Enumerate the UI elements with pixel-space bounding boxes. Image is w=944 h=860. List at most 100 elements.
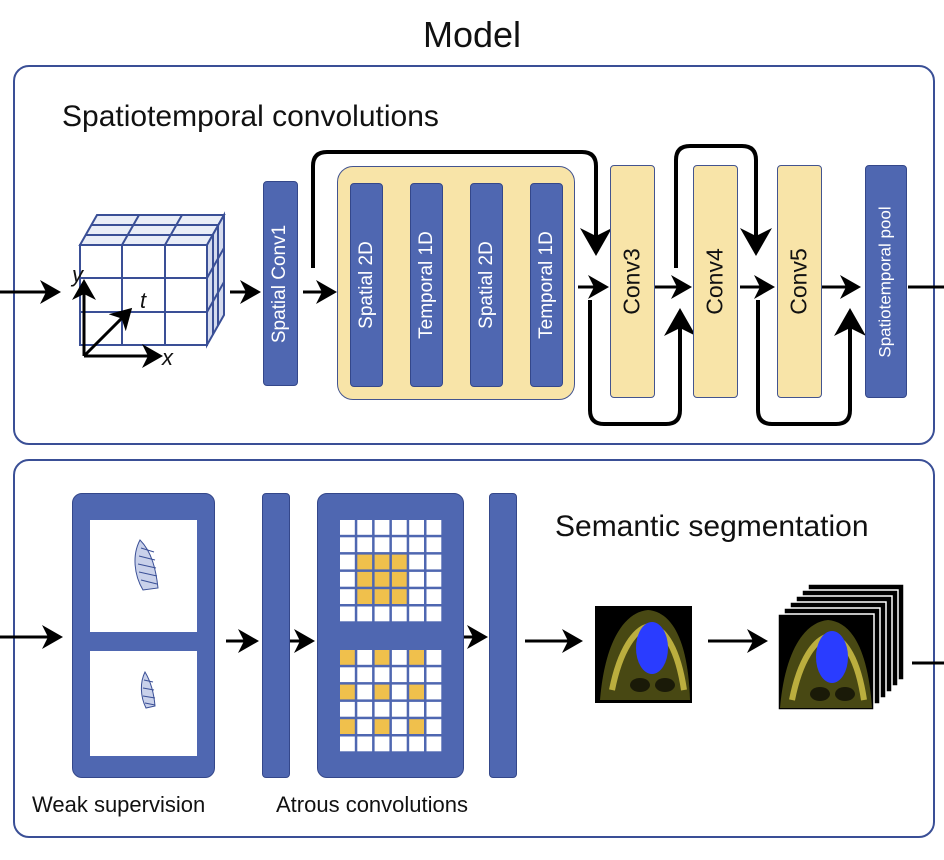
- atrous-cell: [357, 719, 373, 734]
- atrous-cell: [426, 537, 442, 553]
- atrous-cell: [340, 520, 355, 535]
- skip-group-to-conv4: [588, 300, 696, 426]
- atrous-cell: [426, 606, 442, 622]
- atrous-cell: [374, 684, 390, 700]
- atrous-cell: [426, 554, 442, 570]
- atrous-cell: [374, 736, 390, 752]
- atrous-cell: [374, 537, 390, 553]
- spatial-conv1-block: Spatial Conv1: [263, 181, 298, 386]
- atrous-cell: [340, 650, 355, 665]
- atrous-cell: [340, 537, 355, 553]
- atrous-cell: [409, 667, 424, 683]
- atrous-cell: [357, 571, 373, 587]
- atrous-convolutions-caption: Atrous convolutions: [276, 792, 468, 817]
- atrous-cell: [426, 589, 442, 604]
- atrous-cell: [357, 736, 373, 752]
- temporal-1d-block-2: Temporal 1D: [530, 183, 563, 387]
- conv5-block: Conv5: [777, 165, 822, 398]
- echo-image-single: [595, 606, 692, 703]
- atrous-cell: [391, 701, 407, 717]
- axis-x-label: x: [162, 345, 173, 370]
- atrous-cell: [374, 606, 390, 622]
- weak-frame-2: [90, 651, 197, 756]
- atrous-cell: [409, 701, 424, 717]
- atrous-cell: [374, 520, 390, 535]
- atrous-cell: [374, 719, 390, 734]
- spatial-2d-block-1: Spatial 2D: [350, 183, 383, 387]
- axis-y-label: y: [72, 262, 83, 287]
- cube-axes: [72, 279, 163, 368]
- atrous-cell: [357, 684, 373, 700]
- atrous-cell: [409, 719, 424, 734]
- atrous-cell: [391, 736, 407, 752]
- atrous-cell: [391, 650, 407, 665]
- atrous-cell: [409, 554, 424, 570]
- atrous-cell: [391, 719, 407, 734]
- feature-bar-2: [489, 493, 517, 778]
- atrous-cell: [426, 736, 442, 752]
- atrous-cell: [340, 571, 355, 587]
- echo-image-stack: [777, 583, 905, 711]
- atrous-cell: [340, 554, 355, 570]
- atrous-cell: [357, 537, 373, 553]
- spatiotemporal-label: Spatiotemporal convolutions: [62, 100, 439, 133]
- atrous-cell: [426, 571, 442, 587]
- spatial-2d-block-2: Spatial 2D: [470, 183, 503, 387]
- atrous-cell: [409, 520, 424, 535]
- atrous-cell: [340, 684, 355, 700]
- atrous-cell: [409, 571, 424, 587]
- skip-conv4-to-pool: [756, 300, 866, 426]
- atrous-grid-dilated: [340, 650, 442, 752]
- atrous-cell: [409, 736, 424, 752]
- atrous-cell: [391, 520, 407, 535]
- weak-annotation-icon-1: [134, 539, 159, 591]
- atrous-cell: [357, 554, 373, 570]
- atrous-cell: [409, 589, 424, 604]
- atrous-cell: [426, 684, 442, 700]
- atrous-cell: [374, 571, 390, 587]
- atrous-cell: [340, 736, 355, 752]
- conv4-block: Conv4: [693, 165, 738, 398]
- atrous-cell: [340, 701, 355, 717]
- atrous-cell: [357, 650, 373, 665]
- skip-conv1-to-conv3: [311, 150, 612, 268]
- atrous-cell: [340, 667, 355, 683]
- segmentation-label: Semantic segmentation: [555, 510, 869, 543]
- atrous-cell: [340, 719, 355, 734]
- spatiotemporal-pool-block: Spatiotemporal pool: [865, 165, 907, 398]
- atrous-cell: [426, 701, 442, 717]
- atrous-cell: [391, 554, 407, 570]
- atrous-cell: [374, 650, 390, 665]
- atrous-cell: [357, 701, 373, 717]
- weak-supervision-caption: Weak supervision: [32, 792, 206, 817]
- atrous-cell: [340, 589, 355, 604]
- weak-annotation-icon-2: [140, 670, 156, 709]
- atrous-cell: [409, 650, 424, 665]
- skip-conv3-to-conv5: [674, 144, 772, 268]
- atrous-cell: [357, 667, 373, 683]
- video-cube-icon: [78, 211, 226, 349]
- figure-title: Model: [422, 14, 522, 55]
- atrous-cell: [409, 684, 424, 700]
- atrous-cell: [426, 719, 442, 734]
- atrous-cell: [357, 606, 373, 622]
- atrous-cell: [391, 537, 407, 553]
- atrous-cell: [374, 701, 390, 717]
- atrous-cell: [391, 589, 407, 604]
- atrous-cell: [426, 667, 442, 683]
- atrous-grid-dense: [340, 520, 442, 622]
- atrous-cell: [340, 606, 355, 622]
- atrous-cell: [426, 650, 442, 665]
- atrous-cell: [357, 520, 373, 535]
- feature-bar-1: [262, 493, 290, 778]
- atrous-cell: [374, 667, 390, 683]
- axis-t-label: t: [140, 288, 147, 313]
- atrous-cell: [426, 520, 442, 535]
- conv3-block: Conv3: [610, 165, 655, 398]
- temporal-1d-block-1: Temporal 1D: [410, 183, 443, 387]
- atrous-cell: [409, 537, 424, 553]
- atrous-cell: [391, 606, 407, 622]
- atrous-cell: [374, 589, 390, 604]
- atrous-cell: [391, 571, 407, 587]
